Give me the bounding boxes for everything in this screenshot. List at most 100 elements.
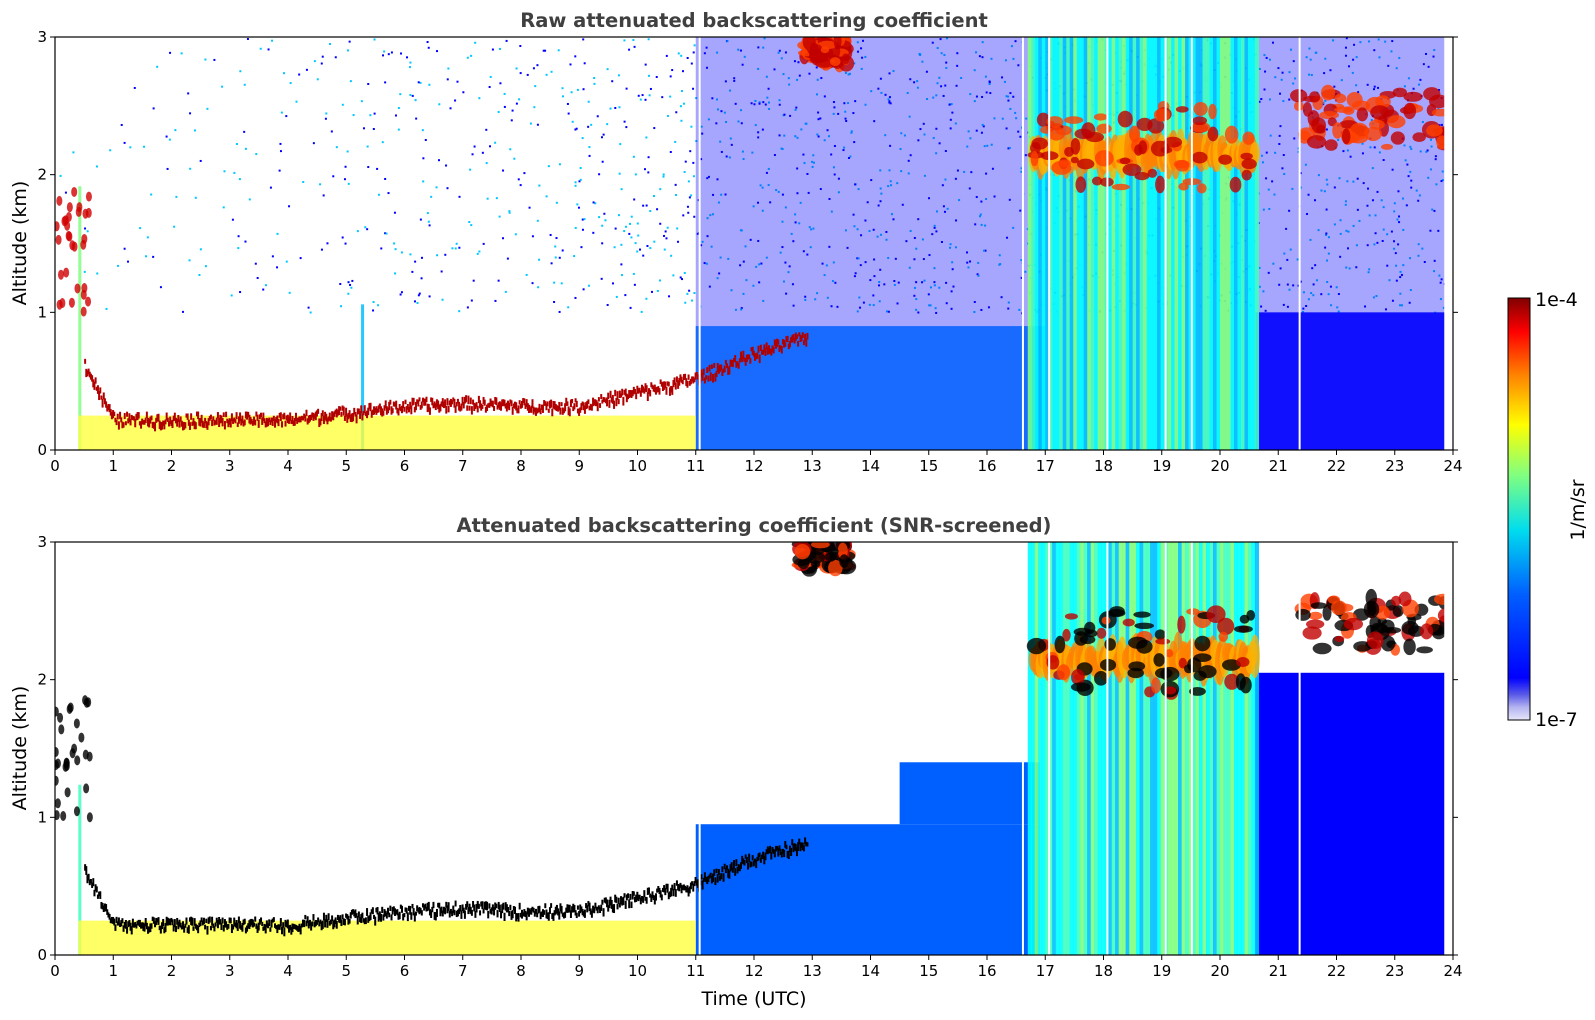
noise-pixel xyxy=(825,264,828,267)
noise-pixel xyxy=(456,80,459,83)
noise-pixel xyxy=(123,247,126,250)
pbl-top xyxy=(438,902,441,909)
noise-pixel xyxy=(198,273,201,276)
noise-pixel xyxy=(1258,285,1261,288)
pbl-top xyxy=(716,362,719,372)
noise-pixel xyxy=(478,97,481,100)
pbl-top xyxy=(636,385,639,394)
noise-pixel xyxy=(1378,56,1381,59)
pbl-top xyxy=(389,399,392,405)
noise-pixel xyxy=(289,82,292,85)
pbl-top xyxy=(517,913,520,922)
noise-pixel xyxy=(536,64,539,67)
pbl-top xyxy=(322,912,325,921)
noise-pixel xyxy=(1007,307,1010,310)
noise-pixel xyxy=(319,183,322,186)
noise-pixel xyxy=(222,206,225,209)
pbl-top xyxy=(292,923,295,929)
convective-column xyxy=(1171,37,1176,450)
noise-pixel xyxy=(662,175,665,178)
convective-column xyxy=(1066,542,1071,955)
pbl-top xyxy=(502,902,505,910)
noise-pixel xyxy=(377,193,380,196)
noise-pixel xyxy=(917,311,920,314)
noise-pixel xyxy=(231,218,234,221)
pbl-top xyxy=(582,402,585,411)
pbl-top xyxy=(112,916,115,924)
pbl-top xyxy=(609,896,612,906)
pbl-top xyxy=(286,414,289,424)
pbl-top xyxy=(651,384,654,389)
noise-pixel xyxy=(966,251,969,254)
cloud-cell xyxy=(794,544,811,560)
pbl-top xyxy=(560,402,563,407)
pbl-top xyxy=(128,920,131,927)
pbl-top xyxy=(345,913,348,918)
pbl-top xyxy=(131,416,134,421)
noise-pixel xyxy=(1393,210,1396,213)
noise-pixel xyxy=(1317,174,1320,177)
panel-raw-ticks: 0 1 2 3 4 5 6 7 8 9 10 11 12 13 14 15 16 17 18 19 20 21 22 23 24… xyxy=(37,28,1462,475)
pbl-top xyxy=(176,418,179,427)
noise-pixel xyxy=(853,141,856,144)
pbl-top xyxy=(271,918,274,923)
noise-pixel xyxy=(684,160,687,163)
noise-pixel xyxy=(508,210,511,213)
pbl-top xyxy=(642,896,645,903)
pbl-top xyxy=(740,351,743,361)
noise-pixel xyxy=(725,155,728,158)
pbl-top xyxy=(353,407,356,415)
noise-pixel xyxy=(656,289,659,292)
noise-pixel xyxy=(958,199,961,202)
pbl-top xyxy=(98,891,101,897)
noise-pixel xyxy=(596,115,599,118)
noise-pixel xyxy=(921,60,924,63)
noise-pixel xyxy=(1020,259,1023,262)
pbl-top xyxy=(317,917,320,923)
pbl-top xyxy=(143,419,146,425)
pbl-top xyxy=(586,400,589,409)
noise-pixel xyxy=(372,301,375,304)
noise-pixel xyxy=(935,311,938,314)
x-tick-label: 21 xyxy=(1269,962,1288,980)
noise-pixel xyxy=(633,45,636,48)
noise-pixel xyxy=(1314,199,1317,202)
noise-pixel xyxy=(525,273,528,276)
x-tick-label: 12 xyxy=(744,457,763,475)
noise-pixel xyxy=(1439,298,1442,301)
noise-pixel xyxy=(1012,226,1015,229)
noise-pixel xyxy=(663,248,666,251)
noise-pixel xyxy=(445,164,448,167)
noise-pixel xyxy=(366,145,369,148)
convective-column xyxy=(1181,542,1186,955)
pbl-top xyxy=(212,416,215,421)
noise-pixel xyxy=(749,238,752,241)
pbl-top xyxy=(244,927,247,934)
noise-pixel xyxy=(394,114,397,117)
noise-pixel xyxy=(199,248,202,251)
pbl-top xyxy=(514,906,517,915)
noise-pixel xyxy=(1412,87,1415,90)
noise-pixel xyxy=(1398,56,1401,59)
pbl-top xyxy=(208,916,211,923)
pbl-top xyxy=(267,418,270,427)
noise-pixel xyxy=(271,255,274,258)
pbl-top xyxy=(491,904,494,911)
pbl-top xyxy=(552,400,555,409)
pbl-top xyxy=(472,901,475,908)
noise-pixel xyxy=(447,67,450,70)
pbl-top xyxy=(629,389,632,398)
convective-column xyxy=(1038,542,1043,955)
pbl-top xyxy=(186,927,189,933)
noise-pixel xyxy=(653,240,656,243)
pbl-top xyxy=(93,889,96,897)
noise-pixel xyxy=(1398,215,1401,218)
cloud-cell xyxy=(85,296,92,307)
pbl-top xyxy=(568,904,571,913)
noise-pixel xyxy=(321,55,324,58)
noise-pixel xyxy=(805,122,808,125)
pbl-top xyxy=(362,410,365,416)
cloud-cell xyxy=(55,810,60,821)
pbl-top xyxy=(121,421,124,429)
pbl-top xyxy=(151,916,154,922)
